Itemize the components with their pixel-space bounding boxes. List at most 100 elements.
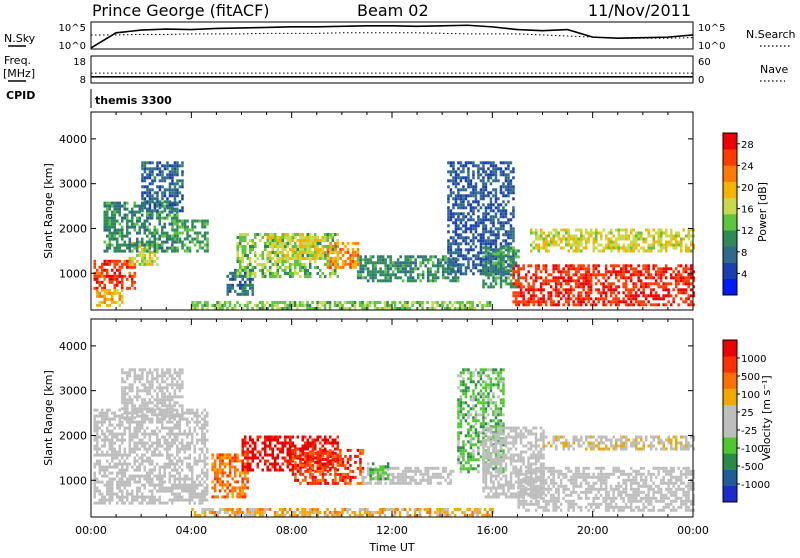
data-cell	[176, 469, 179, 472]
data-cell	[540, 238, 543, 241]
data-cell	[382, 258, 385, 261]
data-cell	[657, 270, 660, 273]
data-cell	[156, 442, 159, 445]
data-cell	[487, 176, 490, 179]
data-cell	[582, 273, 585, 276]
data-cell	[181, 386, 184, 389]
data-cell	[309, 233, 312, 236]
data-cell	[134, 442, 137, 445]
data-cell	[146, 194, 149, 197]
colorbar-tick-label: 16	[741, 205, 754, 216]
data-cell	[447, 200, 450, 203]
data-cell	[638, 235, 641, 238]
data-cell	[682, 279, 685, 282]
data-cell	[568, 250, 571, 253]
data-cell	[642, 303, 645, 306]
data-cell	[277, 248, 280, 251]
data-cell	[146, 404, 149, 407]
data-cell	[231, 489, 234, 492]
data-cell	[176, 232, 179, 235]
data-cell	[495, 242, 498, 245]
data-cell	[141, 238, 144, 241]
data-cell	[492, 209, 495, 212]
data-cell	[452, 276, 455, 279]
data-cell	[111, 490, 114, 493]
data-cell	[274, 263, 277, 266]
data-cell	[314, 233, 317, 236]
data-cell	[550, 303, 553, 306]
data-cell	[608, 247, 611, 250]
data-cell	[452, 260, 455, 263]
data-cell	[196, 421, 199, 424]
data-cell	[136, 496, 139, 499]
data-cell	[171, 499, 174, 502]
data-cell	[129, 211, 132, 214]
data-cell	[607, 282, 610, 285]
data-cell	[657, 303, 660, 306]
data-cell	[194, 487, 197, 490]
data-cell	[507, 218, 510, 221]
data-cell	[164, 427, 167, 430]
data-cell	[101, 272, 104, 275]
data-cell	[156, 232, 159, 235]
data-cell	[670, 303, 673, 306]
data-cell	[613, 247, 616, 250]
data-cell	[472, 185, 475, 188]
data-cell	[592, 300, 595, 303]
data-cell	[219, 471, 222, 474]
data-cell	[161, 176, 164, 179]
data-cell	[146, 407, 149, 410]
data-cell	[214, 465, 217, 468]
data-cell	[637, 303, 640, 306]
data-cell	[116, 481, 119, 484]
data-cell	[648, 232, 651, 235]
data-cell	[392, 261, 395, 264]
data-cell	[141, 433, 144, 436]
data-cell	[467, 182, 470, 185]
colorbar-swatch	[723, 246, 737, 263]
data-cell	[565, 297, 568, 300]
data-cell	[690, 282, 693, 285]
data-cell	[156, 173, 159, 176]
data-cell	[104, 263, 107, 266]
data-cell	[119, 269, 122, 272]
data-cell	[272, 242, 275, 245]
data-cell	[99, 301, 102, 304]
data-cell	[374, 301, 377, 304]
data-cell	[309, 266, 312, 269]
data-cell	[226, 492, 229, 495]
data-cell	[344, 301, 347, 304]
data-cell	[662, 294, 665, 297]
data-cell	[557, 294, 560, 297]
data-cell	[136, 493, 139, 496]
data-cell	[119, 202, 122, 205]
data-cell	[477, 167, 480, 170]
data-cell	[560, 297, 563, 300]
data-cell	[545, 300, 548, 303]
data-cell	[181, 448, 184, 451]
data-cell	[191, 409, 194, 412]
data-cell	[567, 276, 570, 279]
data-cell	[485, 260, 488, 263]
data-cell	[638, 238, 641, 241]
data-cell	[121, 289, 124, 292]
data-cell	[136, 238, 139, 241]
data-cell	[166, 389, 169, 392]
data-cell	[227, 284, 230, 287]
data-cell	[96, 292, 99, 295]
data-cell	[184, 433, 187, 436]
data-cell	[94, 484, 97, 487]
data-cell	[221, 456, 224, 459]
data-cell	[500, 276, 503, 279]
data-cell	[159, 200, 162, 203]
data-cell	[530, 264, 533, 267]
data-cell	[595, 241, 598, 244]
data-cell	[426, 301, 429, 304]
data-cell	[239, 489, 242, 492]
data-cell	[447, 224, 450, 227]
data-cell	[309, 257, 312, 260]
data-cell	[116, 475, 119, 478]
data-cell	[232, 287, 235, 290]
data-cell	[399, 270, 402, 273]
data-cell	[580, 232, 583, 235]
